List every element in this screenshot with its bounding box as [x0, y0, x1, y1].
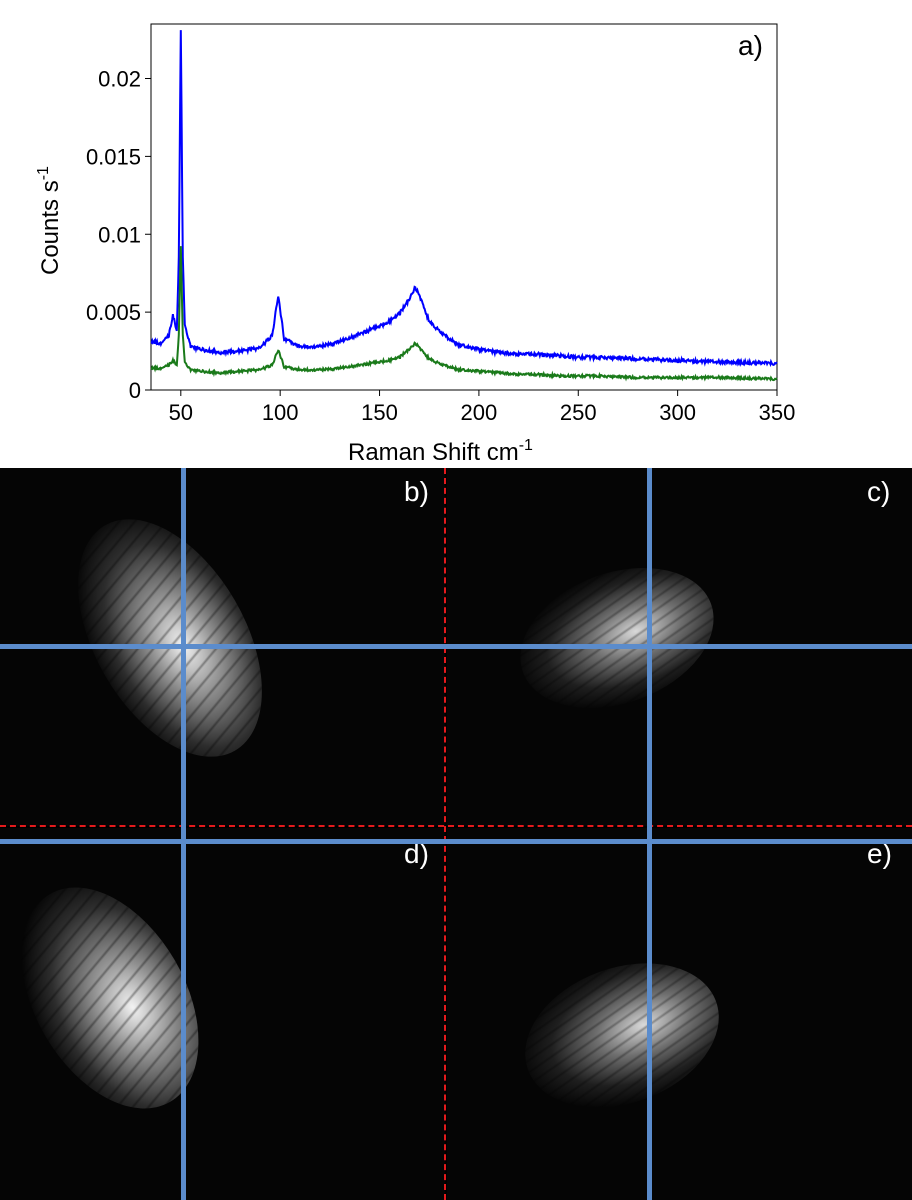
series-line-spectrum-blue	[150, 30, 778, 368]
interference-fringes-b	[40, 487, 300, 789]
panel-label-c: c)	[867, 476, 891, 507]
x-tick-label: 50	[169, 400, 193, 425]
y-tick-label: 0.01	[98, 222, 141, 247]
crosshair-vertical-right	[647, 468, 652, 1200]
crosshair-vertical-left	[181, 468, 186, 1200]
chart-svg: 50 100 150 200 250 300 35000.0050.010.0150.02 …	[35, 23, 796, 466]
x-tick-label: 200	[461, 400, 498, 425]
x-tick-label: 100	[262, 400, 299, 425]
y-tick-label: 0.005	[86, 300, 141, 325]
crosshair-horizontal-bottom	[0, 839, 912, 844]
x-tick-label: 150	[361, 400, 398, 425]
crosshair-horizontal-top	[0, 644, 912, 649]
camera-image-e: e)	[447, 828, 912, 1200]
panel-label-a: a)	[738, 30, 763, 61]
plot-area-frame	[150, 23, 778, 391]
y-axis-title: Counts s-1	[35, 166, 64, 275]
camera-images-grid: b) c) d) e)	[0, 468, 912, 1200]
interference-fringes-d	[0, 856, 235, 1140]
x-tick-label: 300	[659, 400, 696, 425]
series-line-spectrum-green	[150, 246, 778, 382]
x-axis-title: Raman Shift cm-1	[348, 437, 533, 466]
panel-divider-horizontal	[0, 825, 912, 827]
raman-spectrum-chart: 50 100 150 200 250 300 350 0 0.005 0.01 0.015 0.02 …	[0, 0, 912, 470]
x-tick-label: 250	[560, 400, 597, 425]
y-tick-label: 0.015	[86, 144, 141, 169]
y-tick-label: 0	[129, 378, 141, 403]
interference-fringes-c	[500, 542, 734, 734]
panel-label-b: b)	[404, 476, 429, 507]
camera-image-d: d)	[0, 828, 445, 1200]
interference-fringes-e	[504, 937, 740, 1134]
panel-divider-vertical	[444, 468, 446, 1200]
y-tick-label: 0.02	[98, 67, 141, 92]
x-tick-label: 350	[759, 400, 796, 425]
